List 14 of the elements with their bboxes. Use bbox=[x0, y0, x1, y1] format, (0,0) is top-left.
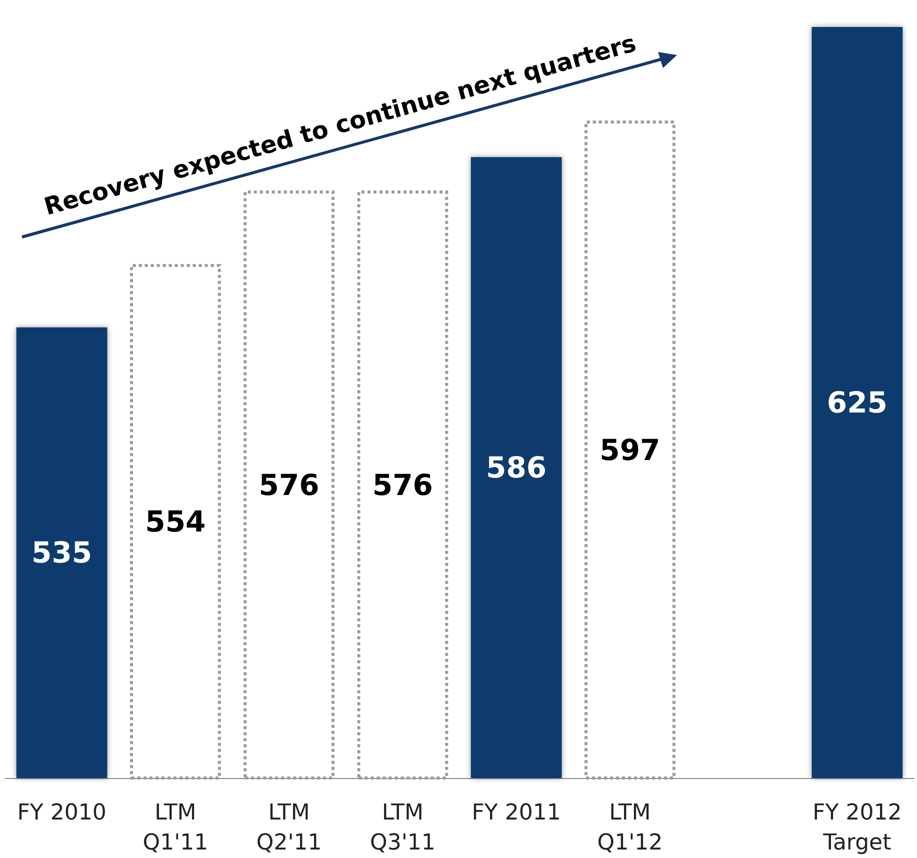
data-label: 625 bbox=[826, 386, 888, 420]
data-label: 535 bbox=[32, 536, 92, 570]
data-label: 597 bbox=[600, 432, 660, 467]
x-tick-label: LTM Q1'11 bbox=[142, 800, 208, 856]
x-tick-label: LTM Q3'11 bbox=[370, 800, 436, 856]
data-label: 554 bbox=[145, 504, 206, 539]
x-tick-label: FY 2010 bbox=[17, 800, 106, 826]
data-label: 586 bbox=[486, 450, 547, 485]
x-tick-label: FY 2012 Target bbox=[812, 800, 902, 856]
x-tick-label: FY 2011 bbox=[472, 800, 561, 826]
data-label: 576 bbox=[258, 468, 320, 502]
x-tick-label: LTM Q2'11 bbox=[256, 800, 322, 856]
data-label: 576 bbox=[372, 468, 433, 502]
x-tick-label: LTM Q1'12 bbox=[597, 800, 663, 856]
